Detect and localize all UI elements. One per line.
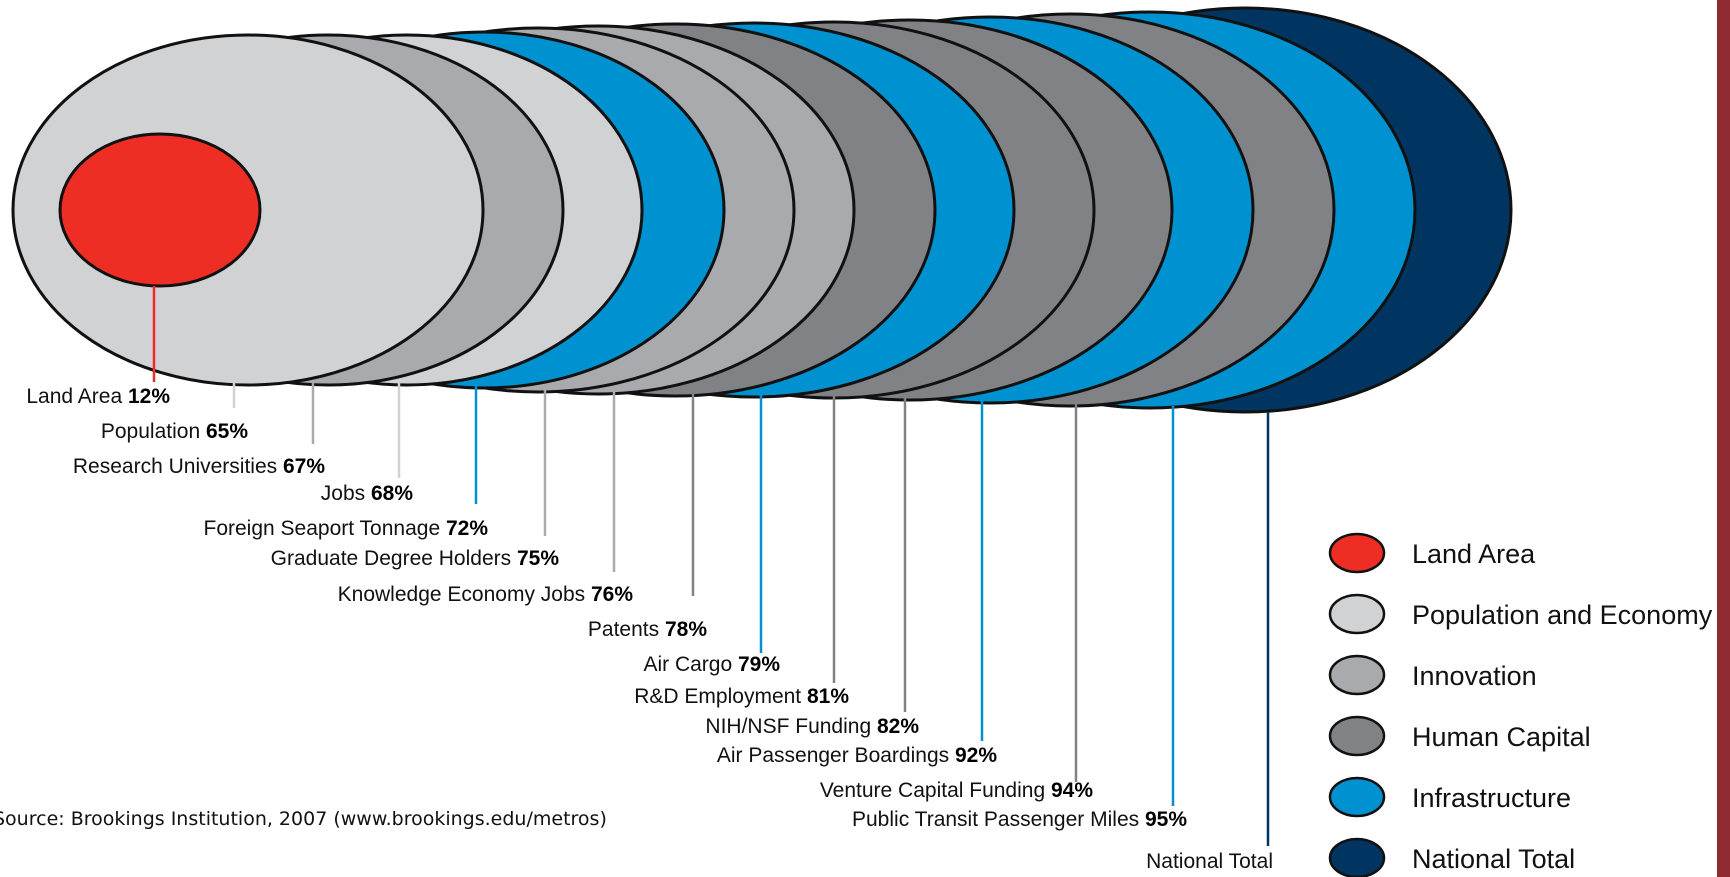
ellipse-land-area [58,132,262,288]
label-population: Population 65% [101,420,248,443]
label-land-area: Land Area 12% [26,385,170,408]
label-public-transit-passenger-miles: Public Transit Passenger Miles 95% [852,808,1187,831]
legend-label-innovation: Innovation [1412,661,1537,691]
value-venture-capital-funding: 94% [1051,779,1093,802]
label-text-public-transit-passenger-miles: Public Transit Passenger Miles [852,808,1145,831]
label-text-patents: Patents [588,618,665,641]
label-national-total: National Total [1146,850,1273,873]
legend-swatch-innovation [1328,654,1386,696]
legend-swatch-human-capital [1328,715,1386,757]
label-nih-nsf-funding: NIH/NSF Funding 82% [705,715,919,738]
leader-line-group [152,286,1270,846]
value-graduate-degree-holders: 75% [517,547,559,570]
source-note: Source: Brookings Institution, 2007 (www… [0,808,607,830]
label-text-r-d-employment: R&D Employment [634,685,807,708]
label-text-knowledge-economy-jobs: Knowledge Economy Jobs [338,583,591,606]
label-air-passenger-boardings: Air Passenger Boardings 92% [717,744,997,767]
label-jobs: Jobs 68% [321,482,414,505]
label-text-foreign-seaport-tonnage: Foreign Seaport Tonnage [204,517,446,540]
value-air-passenger-boardings: 92% [955,744,997,767]
value-knowledge-economy-jobs: 76% [591,583,633,606]
value-population: 65% [206,420,248,443]
value-nih-nsf-funding: 82% [877,715,919,738]
value-research-universities: 67% [283,455,325,478]
label-knowledge-economy-jobs: Knowledge Economy Jobs 76% [338,583,634,606]
value-r-d-employment: 81% [807,685,849,708]
label-text-venture-capital-funding: Venture Capital Funding [820,779,1051,802]
label-foreign-seaport-tonnage: Foreign Seaport Tonnage 72% [204,517,489,540]
label-air-cargo: Air Cargo 79% [643,653,780,676]
legend-label-land-area: Land Area [1412,539,1536,569]
label-text-population: Population [101,420,206,443]
legend-label-infrastructure: Infrastructure [1412,783,1571,813]
label-text-jobs: Jobs [321,482,371,505]
label-text-research-universities: Research Universities [73,455,283,478]
legend-swatch-national-total [1328,837,1386,877]
value-public-transit-passenger-miles: 95% [1145,808,1187,831]
value-air-cargo: 79% [738,653,780,676]
legend-label-national-total: National Total [1412,844,1575,874]
label-text-air-cargo: Air Cargo [643,653,738,676]
legend-swatch-population-and-economy [1328,593,1386,635]
label-venture-capital-funding: Venture Capital Funding 94% [820,779,1094,802]
label-research-universities: Research Universities 67% [73,455,325,478]
legend-label-human-capital: Human Capital [1412,722,1591,752]
value-jobs: 68% [371,482,413,505]
legend-swatch-infrastructure [1328,776,1386,818]
label-graduate-degree-holders: Graduate Degree Holders 75% [271,547,560,570]
label-text-nih-nsf-funding: NIH/NSF Funding [705,715,877,738]
label-text-air-passenger-boardings: Air Passenger Boardings [717,744,955,767]
legend-label-population-and-economy: Population and Economy [1412,600,1713,630]
value-land-area: 12% [128,385,170,408]
legend-swatch-land-area [1328,532,1386,574]
label-patents: Patents 78% [588,618,707,641]
value-foreign-seaport-tonnage: 72% [446,517,488,540]
ellipse-group [11,6,1513,414]
legend: Land Area Population and Economy Innovatio… [1328,532,1713,877]
label-r-d-employment: R&D Employment 81% [634,685,849,708]
label-text-land-area: Land Area [26,385,128,408]
label-text-graduate-degree-holders: Graduate Degree Holders [271,547,517,570]
right-edge-bar [1717,0,1730,877]
value-patents: 78% [665,618,707,641]
label-group: Land Area 12% Population 65% Research Univ… [26,385,1273,873]
